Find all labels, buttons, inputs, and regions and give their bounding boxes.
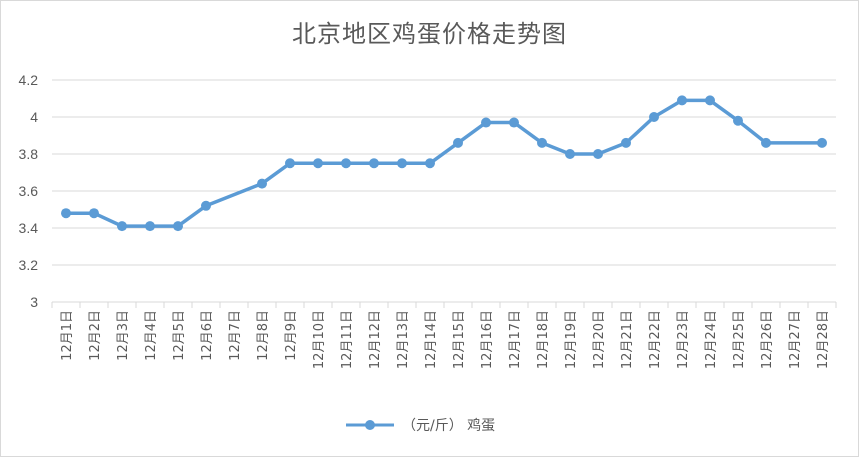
data-point [817,137,827,148]
x-tick-label: 12月7日 [228,310,243,361]
x-tick-label: 12月3日 [116,310,131,361]
x-tick-label: 12月9日 [284,310,299,361]
x-tick-label: 12月22日 [648,310,663,369]
x-tick-label: 12月1日 [60,310,75,361]
data-point [677,95,687,106]
data-point [313,158,323,169]
x-tick-label: 12月4日 [144,310,159,361]
data-point [761,137,771,148]
x-tick-label: 12月17日 [508,310,523,369]
x-axis-ticks: 12月1日 12月2日 12月3日 12月4日 12月5日 12月6日 12月7日 12月8日… [60,310,831,369]
y-tick-label: 4.2 [19,72,39,88]
x-tick-label: 12月18日 [536,310,551,369]
x-tick-label: 12月14日 [424,310,439,369]
legend-label: （元/斤） 鸡蛋 [402,417,495,434]
data-point [425,158,435,169]
data-point [341,158,351,169]
x-tick-label: 12月20日 [592,310,607,369]
y-tick-label: 3.8 [19,146,39,162]
x-tick-label: 12月13日 [396,310,411,369]
x-tick-label: 12月2日 [88,310,103,361]
x-tick-label: 12月15日 [452,310,467,369]
data-point [537,137,547,148]
x-axis [51,301,837,308]
x-tick-label: 12月26日 [760,310,775,369]
y-tick-label: 3 [30,294,38,310]
x-tick-label: 12月6日 [200,310,215,361]
x-tick-label: 12月8日 [256,310,271,361]
data-point [565,149,575,159]
legend: （元/斤） 鸡蛋 [346,417,495,434]
data-point [145,221,155,232]
y-tick-label: 3.2 [19,257,39,273]
x-tick-label: 12月12日 [368,310,383,369]
x-tick-label: 12月25日 [732,310,747,369]
x-tick-label: 12月5日 [172,310,187,361]
x-tick-label: 12月23日 [676,310,691,369]
x-tick-label: 12月19日 [564,310,579,369]
x-tick-label: 12月28日 [816,310,831,369]
data-point [733,115,743,126]
data-point [397,158,407,169]
gridlines [52,79,836,266]
data-point [649,112,659,122]
data-point [705,95,715,106]
data-point [285,158,295,169]
y-axis-ticks: 3 3.2 3.4 3.6 3.8 4 4.2 [19,72,39,310]
data-point [257,178,267,189]
x-tick-label: 12月24日 [704,310,719,369]
data-point [621,137,631,148]
chart-title: 北京地区鸡蛋价格走势图 [292,20,567,48]
legend-dot-marker [365,420,375,430]
x-tick-label: 12月27日 [788,310,803,369]
data-point [61,208,71,219]
x-tick-label: 12月11日 [340,310,355,369]
data-point [593,149,603,159]
data-point [117,221,127,232]
x-tick-label: 12月16日 [480,310,495,369]
data-point [369,158,379,169]
y-tick-label: 4 [30,109,38,125]
y-tick-label: 3.6 [19,183,39,199]
data-point [173,221,183,232]
data-point [509,117,519,128]
data-point [201,200,211,211]
x-tick-label: 12月21日 [620,310,635,369]
y-tick-label: 3.4 [19,220,39,236]
series-line [64,98,824,228]
data-point [89,208,99,219]
data-point [453,137,463,148]
series-eggs [61,95,827,232]
data-point [481,117,491,128]
x-tick-label: 12月10日 [312,310,327,369]
